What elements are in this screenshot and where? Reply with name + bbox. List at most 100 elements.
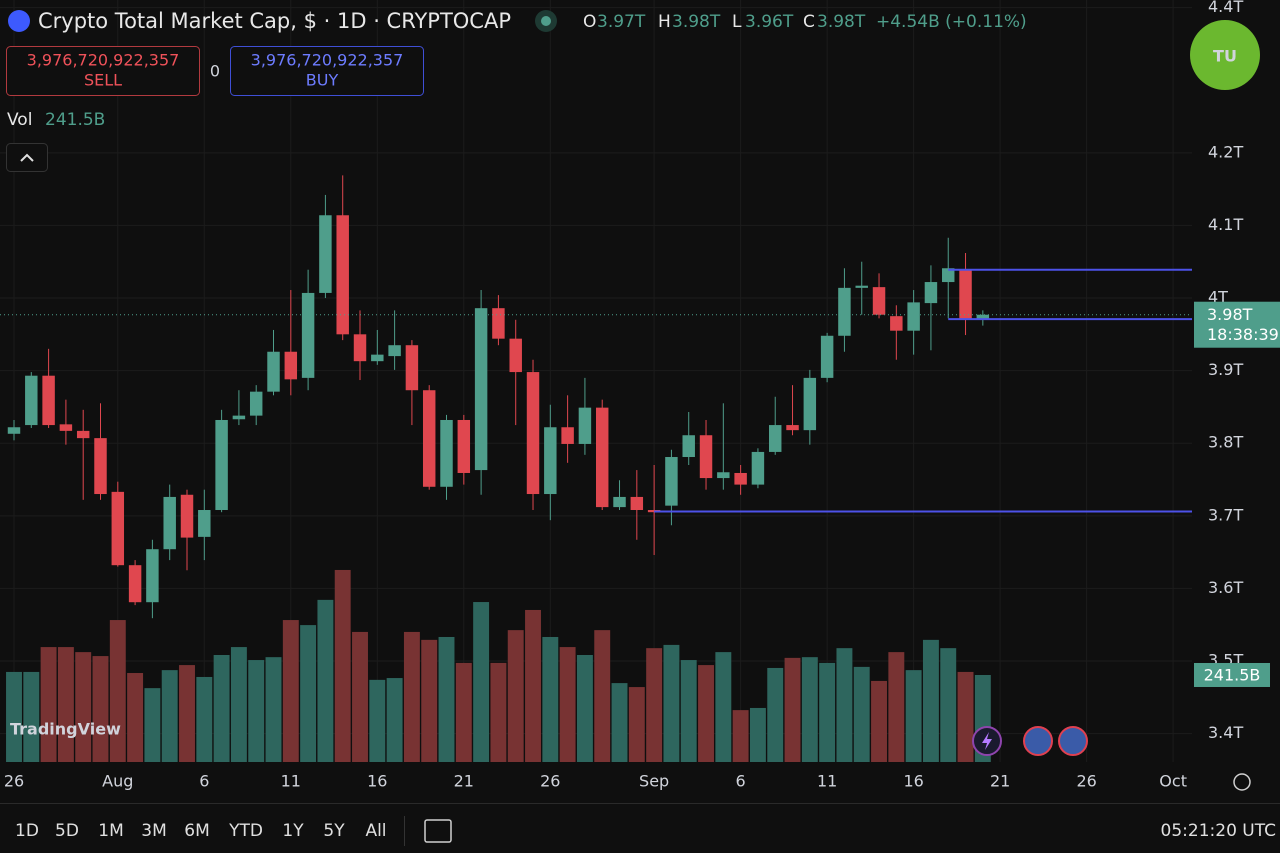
range-button[interactable]: 1Y — [282, 821, 304, 841]
symbol-title[interactable]: Crypto Total Market Cap, $ · 1D · CRYPTO… — [38, 9, 511, 33]
candle-body — [301, 292, 315, 378]
x-tick-label: Oct — [1159, 772, 1187, 791]
x-tick-label: 6 — [199, 772, 209, 791]
volume-bar — [282, 620, 299, 762]
y-tick-label: 3.8T — [1208, 433, 1243, 452]
volume-bar — [628, 687, 645, 762]
x-tick-label: 21 — [454, 772, 474, 791]
range-button[interactable]: All — [365, 821, 386, 841]
volume-legend-label: Vol — [7, 110, 32, 130]
candle-body — [215, 419, 228, 511]
y-tick-label: 3.6T — [1208, 578, 1243, 597]
spread: 0 — [210, 62, 220, 81]
volume-bar — [819, 662, 836, 762]
volume-bar — [369, 679, 386, 762]
range-button[interactable]: YTD — [228, 821, 263, 841]
status-dot — [541, 16, 551, 26]
ohlc-key: O — [583, 12, 596, 32]
range-button[interactable]: 3M — [141, 821, 166, 841]
candle-body — [7, 427, 21, 434]
volume-bar — [40, 647, 57, 762]
ohlc-change: +4.54B (+0.11%) — [876, 12, 1027, 32]
volume-bar — [248, 660, 265, 762]
candle-body — [492, 308, 505, 339]
collapse-button[interactable] — [6, 143, 48, 172]
x-tick-label: 26 — [4, 772, 24, 791]
economic-event-icon[interactable] — [1023, 726, 1053, 756]
volume-bar — [230, 647, 247, 762]
candle-body — [198, 510, 211, 537]
ohlc-key: H — [658, 12, 671, 32]
brand-logo[interactable] — [1190, 20, 1260, 90]
volume-bar — [871, 680, 887, 762]
ohlc-value: 3.97T — [597, 12, 646, 32]
x-tick-label: Aug — [102, 772, 133, 791]
candle-body — [578, 407, 592, 444]
volume-bar — [836, 648, 853, 762]
volume-bar — [92, 656, 109, 762]
settings-icon[interactable] — [1233, 773, 1251, 791]
volume-bar — [23, 671, 40, 762]
range-button[interactable]: 5D — [55, 821, 79, 841]
x-tick-label: 21 — [990, 772, 1010, 791]
volume-bar — [853, 666, 870, 762]
candle-body — [526, 372, 540, 495]
volume-bar — [265, 657, 282, 762]
volume-bar — [421, 639, 438, 762]
volume-bar — [957, 671, 974, 762]
candle-body — [319, 215, 332, 293]
x-tick-label: Sep — [639, 772, 669, 791]
volume-bar — [507, 630, 524, 762]
volume-bar — [75, 652, 92, 762]
candle-body — [855, 285, 868, 288]
ohlc-key: C — [803, 12, 815, 32]
economic-event-icon[interactable] — [1058, 726, 1088, 756]
range-button[interactable]: 1D — [15, 821, 39, 841]
volume-bar — [888, 652, 905, 762]
volume-bar — [300, 625, 317, 762]
volume-bar — [940, 648, 957, 762]
range-button[interactable]: 1M — [98, 821, 123, 841]
ohlc-value: 3.98T — [817, 12, 866, 32]
volume-bar — [663, 644, 680, 762]
candle-body — [76, 430, 90, 439]
candle-body — [353, 334, 367, 362]
candle-body — [111, 491, 125, 566]
volume-bar — [109, 620, 126, 762]
volume-bar — [749, 707, 766, 762]
watermark[interactable]: TradingView — [10, 720, 121, 739]
candle-body — [371, 354, 384, 362]
candle-body — [509, 338, 522, 373]
volume-bar — [611, 683, 628, 762]
x-tick-label: 16 — [903, 772, 923, 791]
candle-body — [682, 435, 695, 458]
ohlc-value: 3.98T — [672, 12, 721, 32]
x-tick-label: 16 — [367, 772, 387, 791]
candle-body — [284, 351, 298, 380]
volume-bar — [525, 609, 541, 762]
volume-bar — [767, 667, 784, 762]
volume-bar — [386, 678, 403, 762]
volume-bar — [161, 670, 178, 762]
range-button[interactable]: 6M — [184, 821, 209, 841]
candle-body — [146, 549, 159, 603]
candle-body — [613, 496, 626, 508]
volume-bar — [403, 631, 420, 762]
candle-body — [595, 407, 609, 508]
y-tick-label: 4.2T — [1208, 142, 1243, 161]
buy-button[interactable] — [230, 46, 424, 96]
candle-body — [665, 457, 678, 506]
candle-body — [544, 427, 557, 495]
ohlc-key: L — [732, 12, 742, 32]
volume-bar — [732, 710, 749, 762]
candle-body — [561, 427, 574, 444]
sell-button[interactable] — [6, 46, 200, 96]
volume-badge — [1194, 662, 1270, 687]
calendar-icon[interactable] — [424, 819, 452, 843]
volume-bar — [196, 676, 213, 762]
range-button[interactable]: 5Y — [323, 821, 345, 841]
candle-body — [924, 282, 938, 304]
y-tick-label: 4.1T — [1208, 215, 1243, 234]
volume-bar — [905, 670, 922, 762]
x-tick-label: 11 — [281, 772, 301, 791]
